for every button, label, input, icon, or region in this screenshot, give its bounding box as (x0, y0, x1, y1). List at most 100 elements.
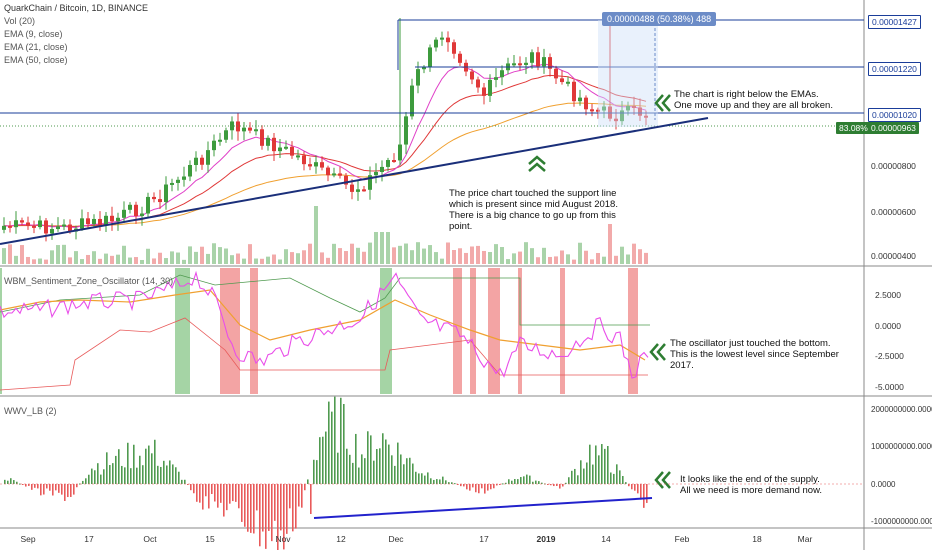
wwv-bar (163, 460, 165, 484)
wwv-bar (265, 484, 267, 549)
candle-body (62, 224, 66, 227)
wwv-bar (511, 480, 513, 484)
wwv-bar (469, 484, 471, 491)
wwv-bar (193, 484, 195, 494)
wwv-bar (568, 477, 570, 484)
candle-body (254, 129, 258, 132)
wwv-bar (361, 454, 363, 484)
candle-body (86, 218, 90, 225)
wwv-bar (478, 484, 480, 494)
candle-body (308, 164, 312, 167)
volume-bar (254, 258, 258, 264)
volume-bar (362, 251, 366, 264)
price-tick: 0.00001220 (868, 62, 921, 76)
date-tick: 15 (205, 534, 215, 544)
candle-body (614, 118, 618, 122)
wwv-bar (94, 470, 96, 484)
candle-body (494, 77, 498, 80)
wwv-bar (466, 484, 468, 490)
wwv-bar (262, 484, 264, 532)
wwv-bar (64, 484, 66, 501)
wwv-bar (589, 444, 591, 484)
wwv-bar (88, 474, 90, 484)
volume-bar (296, 253, 300, 264)
candle-body (590, 109, 594, 112)
osc-tick: -2.5000 (875, 351, 904, 361)
candle-body (26, 222, 30, 226)
wwv-bar (235, 484, 237, 502)
wwv-bar (7, 480, 9, 484)
volume-bar (620, 246, 624, 264)
candle-body (128, 204, 132, 210)
wwv-bar (169, 460, 171, 484)
volume-bar (368, 242, 372, 264)
wwv-bar (259, 484, 261, 547)
candle-body (476, 79, 480, 88)
candle-body (500, 70, 504, 78)
candle-body (584, 97, 588, 110)
wwv-bar (280, 484, 282, 531)
candle-body (200, 157, 204, 165)
wwv-bar (181, 479, 183, 484)
volume-bar (134, 257, 138, 264)
wwv-bar (271, 484, 273, 542)
wwv-bar (529, 475, 531, 484)
wwv-bar (352, 462, 354, 484)
wwv-bar (58, 484, 60, 493)
wwv-bar (472, 484, 474, 488)
volume-bar (62, 244, 66, 264)
volume-bar (428, 245, 432, 264)
candle-body (116, 217, 120, 222)
candle-body (458, 53, 462, 63)
volume-bar (458, 248, 462, 264)
wwv-bar (610, 472, 612, 484)
wwv-bar (547, 484, 549, 485)
wwv-bar (376, 449, 378, 484)
volume-bar (194, 251, 198, 264)
candle-body (80, 218, 84, 229)
wwv-bar (70, 484, 72, 497)
wwv-bar (400, 454, 402, 484)
candle-body (68, 224, 72, 232)
wwv-bar (475, 484, 477, 493)
volume-bar (530, 248, 534, 264)
zone-band (220, 268, 240, 394)
osc-tick: -5.0000 (875, 382, 904, 392)
wwv-bar (79, 483, 81, 485)
volume-bar (176, 252, 180, 264)
volume-bar (224, 248, 228, 264)
wwv-bar (112, 463, 114, 484)
wwv-bar (430, 478, 432, 484)
wwv-bar (340, 397, 342, 484)
wwv-bar (373, 460, 375, 484)
wwv-bar (187, 484, 189, 485)
volume-bar (560, 250, 564, 264)
wwv-bar (301, 484, 303, 508)
wwv-bar (211, 484, 213, 494)
volume-bar (596, 252, 600, 264)
zone-band (0, 268, 2, 394)
candle-body (578, 97, 582, 102)
wwv-bar (37, 484, 39, 489)
volume-bar (314, 206, 318, 264)
candle-body (542, 57, 546, 67)
date-tick: 12 (336, 534, 346, 544)
wwv-bar (175, 467, 177, 484)
volume-bar (140, 259, 144, 264)
wwv-bar (304, 484, 306, 491)
volume-bar (260, 258, 264, 264)
wwv-bar (226, 484, 228, 511)
wwv-bar (625, 482, 627, 484)
volume-bar (494, 244, 498, 264)
wwv-bar (436, 479, 438, 484)
support-trendline (0, 117, 709, 245)
candle-body (32, 225, 36, 228)
wwv-bar (46, 484, 48, 489)
wwv-bar (154, 439, 156, 484)
price-tick: 0.00000963 (868, 122, 919, 134)
zone-band (518, 268, 522, 394)
date-tick: 18 (752, 534, 762, 544)
wwv-bar (337, 452, 339, 484)
wwv-bar (490, 484, 492, 490)
